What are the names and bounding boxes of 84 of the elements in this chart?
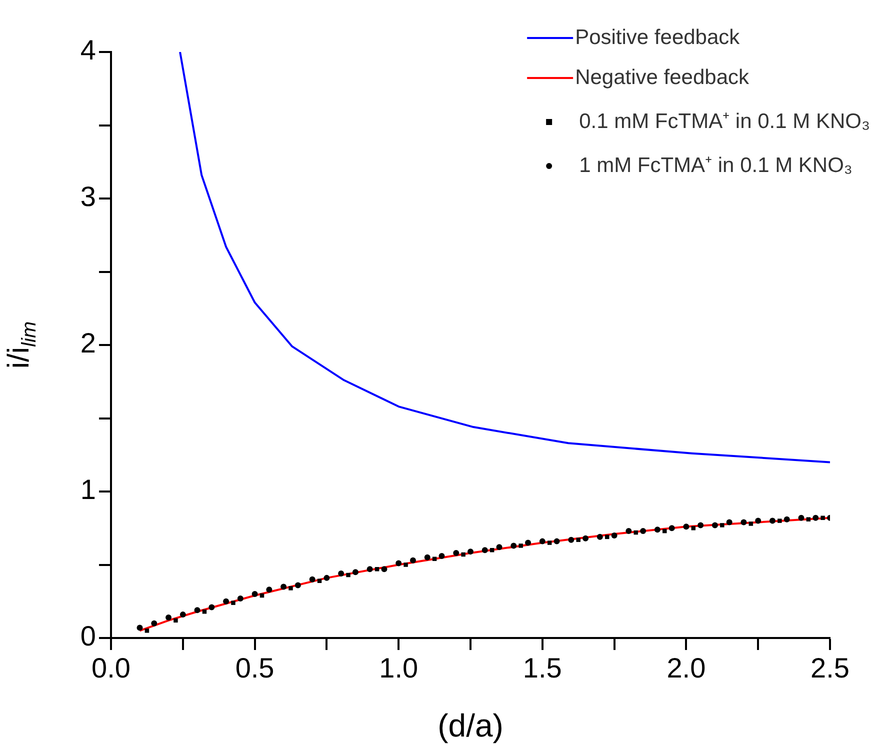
point xyxy=(525,540,532,546)
legend-label: Negative feedback xyxy=(575,66,750,89)
point xyxy=(381,566,388,572)
point xyxy=(410,557,416,564)
point xyxy=(784,516,790,522)
legend-label: Positive feedback xyxy=(575,26,740,49)
point xyxy=(654,526,660,533)
point xyxy=(266,586,272,593)
point xyxy=(202,610,207,614)
point xyxy=(174,618,178,623)
point xyxy=(640,528,646,534)
point xyxy=(180,612,186,618)
point xyxy=(338,570,344,577)
point xyxy=(626,528,632,534)
x-tick-label: 1.5 xyxy=(522,652,562,684)
point xyxy=(294,582,301,588)
x-tick-label: 1.0 xyxy=(379,652,418,684)
point xyxy=(453,550,460,556)
point xyxy=(237,595,244,602)
point xyxy=(366,566,373,572)
point xyxy=(812,514,819,521)
point xyxy=(496,544,502,550)
y-tick-label: 1 xyxy=(80,474,96,506)
point xyxy=(166,614,172,620)
point xyxy=(726,519,732,526)
point xyxy=(634,530,638,535)
point xyxy=(720,523,724,528)
point xyxy=(820,516,825,520)
point xyxy=(194,607,200,614)
point xyxy=(539,538,546,544)
point xyxy=(568,536,574,543)
point xyxy=(324,574,330,581)
y-tick-label: 2 xyxy=(80,328,96,359)
x-tick-label: 2.5 xyxy=(810,652,850,684)
x-tick-label: 2.0 xyxy=(666,652,706,684)
point xyxy=(288,586,293,590)
y-tick-label: 0 xyxy=(80,620,96,652)
point xyxy=(740,519,747,526)
point xyxy=(748,522,754,526)
point xyxy=(404,562,408,567)
point xyxy=(769,518,776,524)
point xyxy=(424,554,430,560)
point xyxy=(698,522,704,528)
point xyxy=(798,514,804,521)
y-tick-label: 4 xyxy=(80,34,96,66)
point xyxy=(596,534,603,540)
point xyxy=(510,542,517,549)
point xyxy=(712,522,718,528)
point xyxy=(554,538,560,544)
point xyxy=(806,517,811,522)
point xyxy=(346,572,350,578)
point xyxy=(231,600,236,605)
point xyxy=(352,569,358,576)
point xyxy=(374,567,380,572)
point xyxy=(576,538,580,542)
point xyxy=(461,552,466,557)
point xyxy=(252,591,258,598)
x-tick-label: 0.5 xyxy=(235,652,274,684)
point xyxy=(582,535,589,542)
point xyxy=(396,560,402,566)
legend-label: 1 mM FcTMA⁺ in 0.1 M KNO₃ xyxy=(579,154,852,177)
point xyxy=(136,624,143,631)
point xyxy=(683,524,690,530)
point xyxy=(468,548,474,555)
point xyxy=(317,578,322,583)
point xyxy=(668,525,675,532)
point xyxy=(151,620,158,626)
point xyxy=(778,518,782,523)
x-axis-title: (d/a) xyxy=(438,708,504,744)
legend-label: 0.1 mM FcTMA⁺ in 0.1 M KNO₃ xyxy=(579,110,870,133)
point xyxy=(208,604,215,610)
point xyxy=(144,628,150,633)
point xyxy=(223,598,230,604)
point xyxy=(611,532,618,538)
point xyxy=(518,544,523,548)
point xyxy=(309,576,316,582)
point xyxy=(280,584,287,590)
point xyxy=(438,552,445,559)
point xyxy=(755,518,762,524)
y-tick-label: 3 xyxy=(80,181,96,212)
x-tick-label: 0.0 xyxy=(92,652,130,684)
point xyxy=(547,540,552,545)
point xyxy=(662,528,667,534)
point xyxy=(482,547,488,554)
